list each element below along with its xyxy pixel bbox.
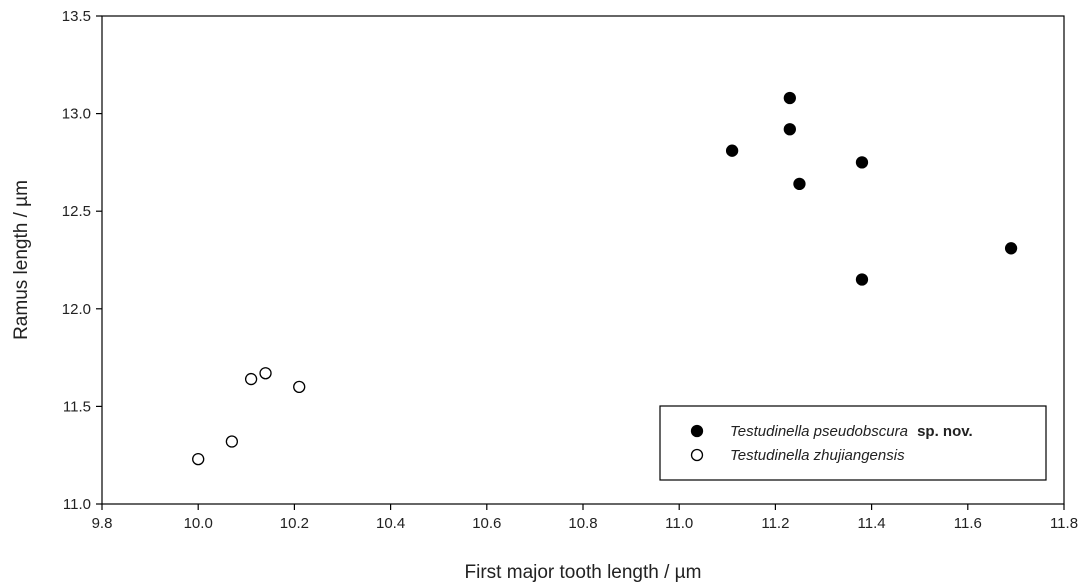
data-point-series-1 — [725, 144, 739, 157]
x-tick-label: 11.0 — [665, 515, 693, 532]
x-tick-label: 11.6 — [954, 515, 982, 532]
y-tick-label: 13.0 — [62, 106, 91, 123]
y-tick-label: 11.0 — [63, 496, 91, 513]
y-axis-title: Ramus length / µm — [11, 180, 32, 340]
x-axis-title: First major tooth length / µm — [465, 562, 702, 583]
data-point-series-2 — [259, 367, 272, 380]
data-point-series-1 — [783, 123, 796, 136]
data-point-series-1 — [1004, 242, 1018, 255]
x-tick-label: 9.8 — [92, 515, 113, 532]
data-point-series-2 — [225, 435, 239, 448]
legend-label-series-2: Testudinella zhujiangensis — [730, 447, 905, 464]
data-point-series-1 — [793, 177, 806, 191]
legend-marker-filled-circle — [690, 424, 704, 438]
plot-frame — [101, 15, 1065, 505]
x-tick-label: 11.4 — [858, 515, 886, 532]
legend-box — [659, 405, 1047, 481]
x-tick-label: 11.8 — [1050, 515, 1078, 532]
points-layer — [192, 91, 1018, 466]
legend: Testudinella pseudobscura sp. nov. Testu… — [659, 405, 1047, 481]
legend-label-series-1-bold: sp. nov. — [917, 423, 973, 440]
y-tick-label: 12.5 — [62, 203, 91, 220]
legend-label-series-1: Testudinella pseudobscura sp. nov. — [730, 423, 973, 440]
y-tick-label: 11.5 — [63, 398, 91, 415]
legend-marker-open-circle — [690, 448, 704, 462]
data-point-series-2 — [192, 452, 205, 466]
ticks-layer: 9.8 10.0 10.2 10.4 10.6 10.8 11.0 11.2 11.4 11.6 1… — [62, 8, 1078, 532]
x-tick-label: 10.4 — [376, 515, 405, 532]
x-tick-label: 10.6 — [472, 515, 501, 532]
data-point-series-2 — [244, 372, 258, 386]
data-point-series-1 — [855, 273, 869, 286]
legend-label-series-1-italic: Testudinella pseudobscura — [730, 423, 908, 440]
y-tick-label: 13.5 — [62, 8, 91, 25]
x-tick-label: 11.2 — [761, 515, 789, 532]
data-point-series-2 — [293, 380, 306, 394]
data-point-series-1 — [783, 91, 796, 105]
legend-label-series-2-italic: Testudinella zhujiangensis — [730, 447, 905, 464]
y-tick-label: 12.0 — [62, 301, 91, 318]
data-point-series-1 — [855, 156, 869, 169]
x-tick-label: 10.8 — [568, 515, 597, 532]
x-tick-label: 10.2 — [280, 515, 309, 532]
x-tick-label: 10.0 — [184, 515, 213, 532]
